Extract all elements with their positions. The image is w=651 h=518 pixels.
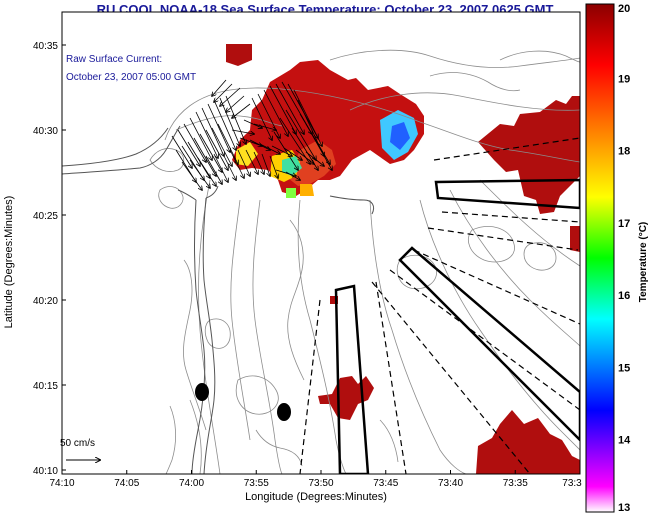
annotation-line-1: Raw Surface Current: bbox=[66, 54, 162, 65]
station-marker-2 bbox=[277, 403, 291, 421]
current-vectors bbox=[171, 79, 332, 190]
sst-east-patch bbox=[226, 44, 580, 252]
x-tick-label: 73:40 bbox=[438, 478, 463, 489]
sampling-box-diagonal bbox=[398, 246, 580, 442]
x-tick-label: 74:05 bbox=[114, 478, 139, 489]
y-axis-ticks: 40:35 40:30 40:25 40:20 40:15 40:10 bbox=[33, 41, 66, 477]
colorbar-tick-label: 15 bbox=[618, 362, 630, 374]
colorbar-tick-label: 19 bbox=[618, 73, 630, 85]
scale-label: 50 cm/s bbox=[60, 438, 95, 449]
y-tick-label: 40:15 bbox=[33, 381, 58, 392]
sampling-box-north bbox=[434, 178, 580, 210]
coastline bbox=[62, 125, 375, 474]
colorbar-label: Temperature (°C) bbox=[638, 222, 649, 303]
y-tick-label: 40:20 bbox=[33, 296, 58, 307]
x-tick-label: 73:45 bbox=[373, 478, 398, 489]
x-tick-label: 74:00 bbox=[179, 478, 204, 489]
x-tick-label: 73:50 bbox=[308, 478, 333, 489]
bathymetry-contours bbox=[149, 49, 580, 474]
sst-southeast-patch bbox=[476, 410, 580, 474]
transect-lines bbox=[299, 137, 580, 474]
y-tick-label: 40:10 bbox=[33, 466, 58, 477]
x-tick-label: 73:3 bbox=[562, 478, 582, 489]
y-tick-label: 40:35 bbox=[33, 41, 58, 52]
colorbar-tick-label: 17 bbox=[618, 218, 630, 230]
colorbar-tick-label: 18 bbox=[618, 146, 630, 158]
colorbar bbox=[585, 3, 615, 513]
sst-harbor-plume bbox=[232, 60, 424, 198]
colorbar-tick-label: 14 bbox=[618, 435, 631, 447]
colorbar-tick-label: 16 bbox=[618, 290, 630, 302]
annotation-line-2: October 23, 2007 05:00 GMT bbox=[66, 72, 196, 83]
x-tick-label: 73:55 bbox=[244, 478, 269, 489]
x-tick-label: 74:10 bbox=[49, 478, 74, 489]
colorbar-ticks: 20 19 18 17 16 15 14 13 bbox=[618, 3, 631, 514]
y-axis-label: Latitude (Degrees:Minutes) bbox=[3, 196, 15, 329]
x-axis-label: Longitude (Degrees:Minutes) bbox=[245, 491, 387, 503]
station-marker-1 bbox=[195, 383, 209, 401]
colorbar-tick-label: 20 bbox=[618, 3, 630, 15]
x-tick-label: 73:35 bbox=[503, 478, 528, 489]
x-axis-ticks: 74:10 74:05 74:00 73:55 73:50 73:45 73:40 73:35… bbox=[49, 470, 582, 489]
colorbar-tick-label: 13 bbox=[618, 502, 630, 514]
y-tick-label: 40:25 bbox=[33, 211, 58, 222]
sampling-box-vertical bbox=[334, 284, 370, 474]
y-tick-label: 40:30 bbox=[33, 126, 58, 137]
